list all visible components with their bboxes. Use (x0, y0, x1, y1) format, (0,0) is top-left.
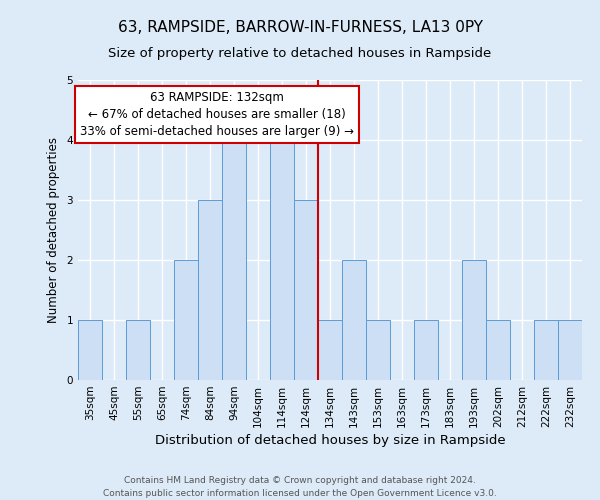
Bar (486, 320, 510, 380)
Bar (366, 320, 390, 380)
Bar (414, 320, 438, 380)
Bar (78, 320, 102, 380)
Text: 63, RAMPSIDE, BARROW-IN-FURNESS, LA13 0PY: 63, RAMPSIDE, BARROW-IN-FURNESS, LA13 0P… (118, 20, 482, 35)
Text: 63 RAMPSIDE: 132sqm
← 67% of detached houses are smaller (18)
33% of semi-detach: 63 RAMPSIDE: 132sqm ← 67% of detached ho… (80, 91, 354, 138)
Bar (534, 320, 558, 380)
Bar (174, 260, 198, 380)
Bar (198, 200, 222, 380)
Bar (462, 260, 486, 380)
Bar (342, 260, 366, 380)
Bar (126, 320, 150, 380)
Bar (318, 320, 342, 380)
Bar (294, 200, 318, 380)
Bar (558, 320, 582, 380)
X-axis label: Distribution of detached houses by size in Rampside: Distribution of detached houses by size … (155, 434, 505, 447)
Bar (270, 140, 294, 380)
Text: Contains HM Land Registry data © Crown copyright and database right 2024.
Contai: Contains HM Land Registry data © Crown c… (103, 476, 497, 498)
Y-axis label: Number of detached properties: Number of detached properties (47, 137, 59, 323)
Text: Size of property relative to detached houses in Rampside: Size of property relative to detached ho… (109, 48, 491, 60)
Bar (222, 140, 246, 380)
